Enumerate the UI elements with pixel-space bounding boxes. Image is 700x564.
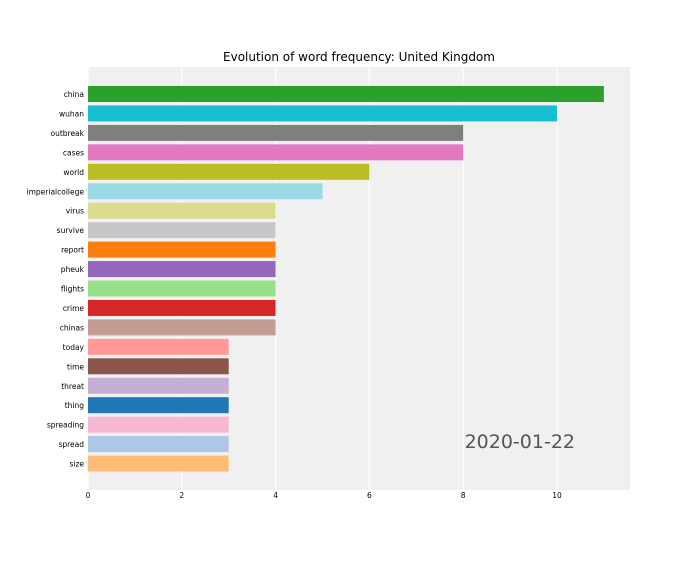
bar-thing (88, 397, 229, 414)
bar-report (88, 241, 276, 258)
bar-chinas (88, 319, 276, 336)
y-tick-label-spread: spread (58, 440, 84, 449)
bar-threat (88, 377, 229, 394)
bar-flights (88, 280, 276, 297)
y-tick-label-china: china (64, 90, 84, 99)
y-tick-label-wuhan: wuhan (59, 109, 84, 118)
bar-size (88, 455, 229, 472)
x-tick-label: 2 (179, 491, 184, 500)
y-tick-label-survive: survive (57, 226, 85, 235)
x-tick-label: 4 (273, 491, 278, 500)
bar-spreading (88, 416, 229, 433)
y-tick-label-report: report (61, 246, 84, 255)
bars (88, 86, 604, 472)
bar-survive (88, 222, 276, 239)
bar-today (88, 338, 229, 355)
y-tick-label-time: time (67, 362, 84, 371)
x-tick-label: 10 (552, 491, 562, 500)
bar-wuhan (88, 105, 557, 122)
y-tick-label-crime: crime (63, 304, 85, 313)
y-tick-label-today: today (63, 343, 85, 352)
x-tick-labels: 0 2 4 6 8 10 (86, 491, 562, 500)
y-tick-label-outbreak: outbreak (50, 129, 84, 138)
y-tick-label-thing: thing (65, 401, 85, 410)
y-tick-label-virus: virus (66, 207, 84, 216)
bar-time (88, 358, 229, 375)
y-tick-label-spreading: spreading (47, 421, 84, 430)
y-tick-label-flights: flights (61, 285, 84, 294)
bar-virus (88, 202, 276, 219)
bar-spread (88, 436, 229, 453)
x-tick-label: 6 (367, 491, 372, 500)
bar-imperialcollege (88, 183, 323, 200)
bar-world (88, 163, 370, 180)
bar-outbreak (88, 124, 464, 141)
bar-china (88, 86, 604, 102)
x-tick-label: 8 (461, 491, 466, 500)
chart-title: Evolution of word frequency: United King… (223, 50, 495, 64)
x-tick-label: 0 (86, 491, 91, 500)
y-tick-label-threat: threat (61, 382, 84, 391)
y-tick-label-imperialcollege: imperialcollege (27, 187, 85, 196)
y-tick-labels: china wuhan outbreak cases world imperialcoll… (27, 90, 85, 469)
bar-pheuk (88, 261, 276, 278)
bar-cases (88, 144, 464, 161)
y-tick-label-world: world (63, 168, 84, 177)
y-tick-label-chinas: chinas (60, 323, 84, 332)
bar-crime (88, 299, 276, 316)
y-tick-label-pheuk: pheuk (61, 265, 85, 274)
y-tick-label-size: size (69, 460, 84, 469)
y-tick-label-cases: cases (63, 148, 84, 157)
date-label: 2020-01-22 (465, 431, 575, 453)
